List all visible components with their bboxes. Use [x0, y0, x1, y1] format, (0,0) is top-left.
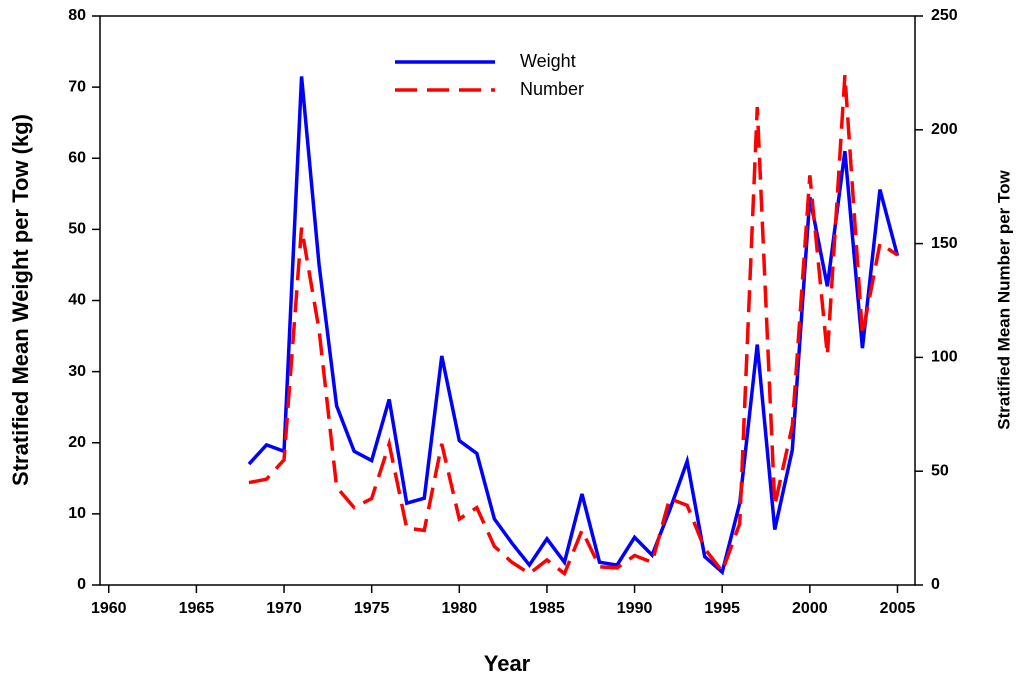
- y-tick-label: 0: [77, 576, 86, 593]
- y-axis-label: Stratified Mean Weight per Tow (kg): [8, 114, 33, 486]
- y2-axis-label: Stratified Mean Number per Tow: [994, 170, 1013, 430]
- x-tick-label: 1965: [179, 600, 215, 617]
- y-tick-label: 40: [68, 292, 86, 309]
- y2-tick-label: 0: [931, 576, 940, 593]
- x-tick-label: 1980: [442, 600, 478, 617]
- y2-tick-label: 150: [931, 235, 958, 252]
- y-tick-label: 50: [68, 221, 86, 238]
- x-tick-label: 1970: [266, 600, 302, 617]
- legend-label: Weight: [520, 51, 576, 71]
- x-tick-label: 1995: [704, 600, 740, 617]
- y2-tick-label: 100: [931, 349, 958, 366]
- y-tick-label: 30: [68, 363, 86, 380]
- x-tick-label: 1975: [354, 600, 390, 617]
- x-axis-label: Year: [484, 651, 531, 676]
- series-line: [248, 75, 899, 577]
- y-tick-label: 80: [68, 7, 86, 24]
- x-tick-label: 2000: [792, 600, 828, 617]
- y-tick-label: 20: [68, 434, 86, 451]
- y-tick-label: 60: [68, 149, 86, 166]
- y-tick-label: 70: [68, 78, 86, 95]
- y2-tick-label: 250: [931, 7, 958, 24]
- x-tick-label: 1990: [617, 600, 653, 617]
- y-tick-label: 10: [68, 505, 86, 522]
- series-line: [247, 76, 900, 576]
- y2-tick-label: 50: [931, 462, 949, 479]
- x-tick-label: 1960: [91, 600, 127, 617]
- y2-tick-label: 200: [931, 121, 958, 138]
- legend-label: Number: [520, 79, 584, 99]
- plot-frame: [99, 15, 916, 586]
- x-tick-label: 1985: [529, 600, 565, 617]
- x-tick-label: 2005: [880, 600, 916, 617]
